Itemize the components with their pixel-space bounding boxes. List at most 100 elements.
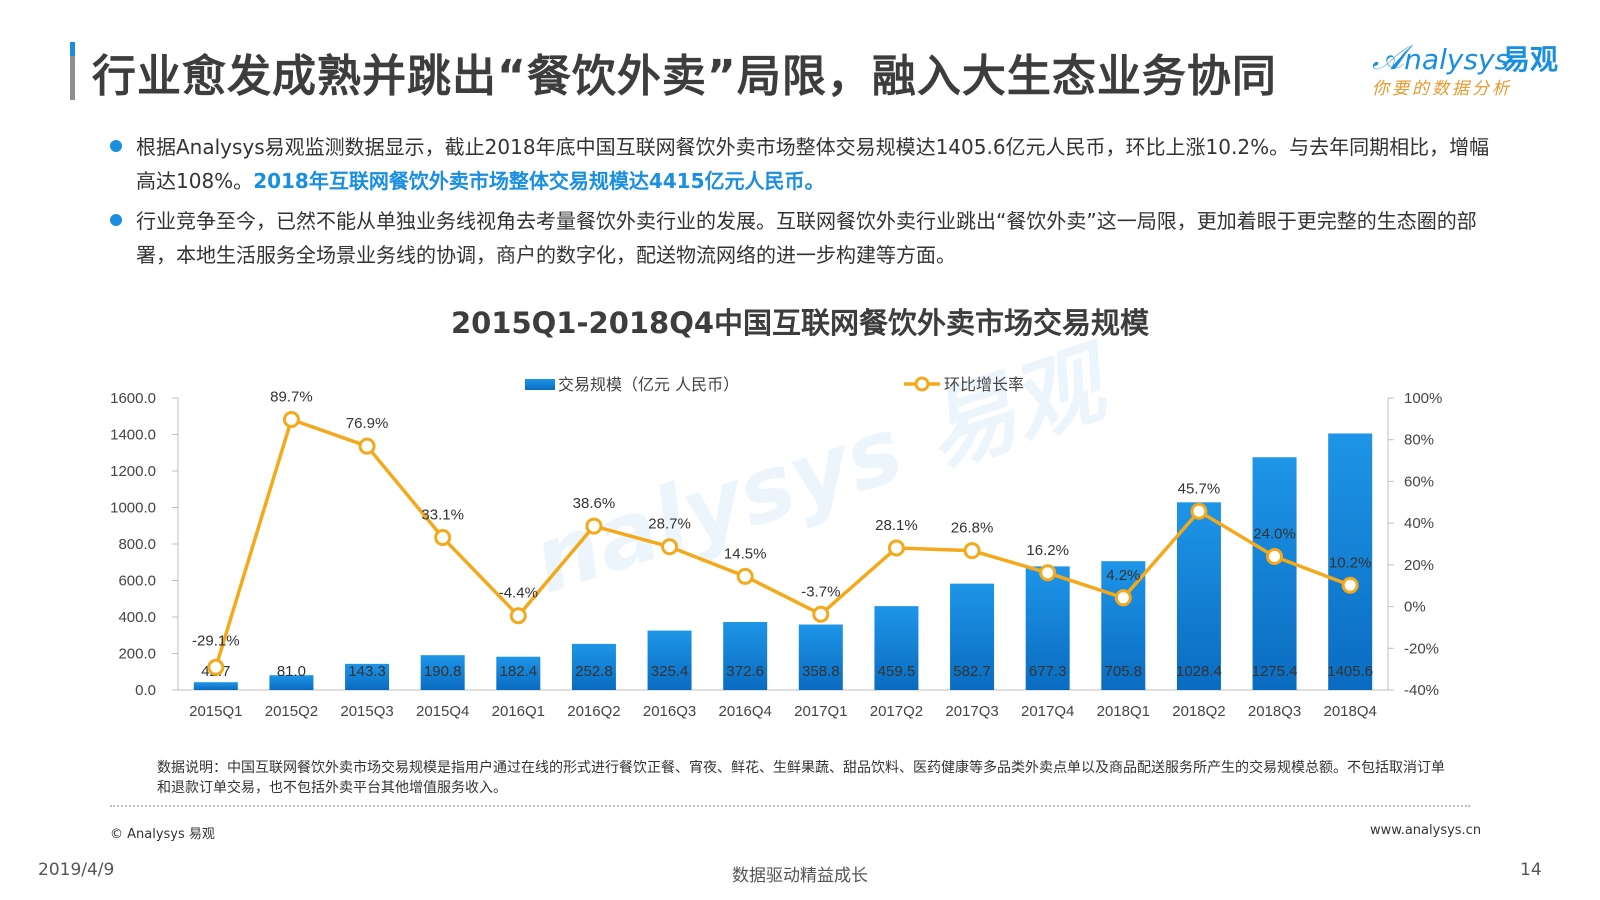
page-number: 14 — [1520, 860, 1542, 880]
legend-bar-label: 交易规模（亿元 人民币） — [558, 375, 739, 394]
growth-rate-point — [812, 605, 830, 623]
bullet-item-1: 根据Analysys易观监测数据显示，截止2018年底中国互联网餐饮外卖市场整体… — [108, 130, 1508, 198]
growth-rate-point — [282, 410, 300, 428]
bar — [193, 682, 238, 690]
analysys-logo: 𝒜nalysys 易观 你要的数据分析 — [1372, 38, 1568, 99]
x-tick-label: 2016Q3 — [643, 703, 696, 720]
bar — [647, 630, 692, 690]
legend-bar-swatch — [525, 379, 555, 390]
growth-rate-point — [1114, 589, 1132, 607]
x-tick-label: 2017Q3 — [945, 703, 998, 720]
x-tick-label: 2018Q1 — [1097, 703, 1150, 720]
bar-value-label: 1028.4 — [1176, 663, 1222, 680]
y-right-tick-label: 40% — [1404, 515, 1434, 532]
logo-slogan: 你要的数据分析 — [1372, 79, 1512, 99]
y-left-tick-label: 800.0 — [118, 536, 156, 553]
y-right-tick-label: 60% — [1404, 473, 1434, 490]
bar-value-label: 143.3 — [348, 663, 386, 680]
bullet-highlight-1: 2018年互联网餐饮外卖市场整体交易规模达4415亿元人民币。 — [253, 169, 825, 193]
bar-value-label: 705.8 — [1105, 663, 1143, 680]
x-tick-label: 2018Q2 — [1172, 703, 1225, 720]
bar — [420, 655, 465, 690]
bar-value-label: 582.7 — [953, 663, 991, 680]
y-left-tick-label: 1000.0 — [110, 500, 156, 517]
growth-rate-point — [207, 658, 225, 676]
growth-rate-label: 14.5% — [724, 545, 767, 562]
legend-line-label: 环比增长率 — [944, 375, 1024, 394]
bar-value-label: 190.8 — [424, 663, 462, 680]
growth-rate-point — [1341, 576, 1359, 594]
growth-rate-line — [214, 417, 1351, 668]
y-left-tick-label: 1200.0 — [110, 463, 156, 480]
bar — [496, 656, 541, 690]
bullet-item-2: 行业竞争至今，已然不能从单独业务线视角去考量餐饮外卖行业的发展。互联网餐饮外卖行… — [108, 204, 1508, 272]
y-left-tick-label: 1600.0 — [110, 390, 156, 407]
x-tick-label: 2015Q2 — [265, 703, 318, 720]
growth-rate-point — [585, 517, 603, 535]
y-right-tick-label: -20% — [1404, 640, 1439, 657]
growth-rate-label: 26.8% — [951, 520, 994, 537]
summary-bullets: 根据Analysys易观监测数据显示，截止2018年底中国互联网餐饮外卖市场整体… — [108, 130, 1508, 278]
bar-value-label: 459.5 — [878, 663, 916, 680]
bar — [269, 675, 314, 690]
bar — [1025, 566, 1070, 690]
growth-rate-label: 28.1% — [875, 517, 918, 534]
combo-chart: 0.0 200.0 400.0 600.0 800.0 1000.0 1200.0 1400.… — [110, 375, 1442, 720]
y-left-tick-label: 600.0 — [118, 573, 156, 590]
bullet-text-2: 行业竞争至今，已然不能从单独业务线视角去考量餐饮外卖行业的发展。互联网餐饮外卖行… — [136, 209, 1477, 267]
growth-rate-point — [1190, 502, 1208, 520]
x-tick-label: 2017Q4 — [1021, 703, 1074, 720]
growth-rate-label: 16.2% — [1026, 542, 1069, 559]
bullet-text-1: 根据Analysys易观监测数据显示，截止2018年底中国互联网餐饮外卖市场整体… — [136, 135, 1490, 193]
growth-rate-label: 24.0% — [1253, 526, 1296, 543]
website-url: www.analysys.cn — [1370, 823, 1482, 838]
growth-rate-point — [1039, 564, 1057, 582]
bar — [1252, 457, 1297, 690]
x-tick-label: 2017Q1 — [794, 703, 847, 720]
bar-value-label: 252.8 — [575, 663, 613, 680]
bar-value-label: 358.8 — [802, 663, 840, 680]
dotted-divider — [110, 805, 1470, 807]
y-left-tick-label: 0.0 — [135, 682, 156, 699]
growth-rate-label: 76.9% — [346, 415, 389, 432]
bar — [1176, 502, 1221, 690]
growth-rate-label: -3.7% — [801, 583, 840, 600]
x-tick-label: 2018Q4 — [1323, 703, 1376, 720]
bar-value-label: 677.3 — [1029, 663, 1067, 680]
y-right-tick-label: -40% — [1404, 682, 1439, 699]
x-tick-label: 2018Q3 — [1248, 703, 1301, 720]
footer-slogan: 数据驱动精益成长 — [732, 866, 868, 886]
growth-rate-label: 4.2% — [1106, 567, 1140, 584]
bar-value-label: 325.4 — [651, 663, 689, 680]
bar — [874, 606, 919, 690]
y-right-tick-label: 100% — [1404, 390, 1442, 407]
x-tick-label: 2016Q1 — [492, 703, 545, 720]
growth-rate-point — [358, 437, 376, 455]
x-tick-label: 2016Q4 — [718, 703, 771, 720]
y-right-tick-label: 20% — [1404, 557, 1434, 574]
growth-rate-point — [661, 538, 679, 556]
growth-rate-label: -4.4% — [499, 585, 538, 602]
growth-rate-point — [887, 539, 905, 557]
bar-value-label: 81.0 — [277, 663, 306, 680]
bullet-dot-icon — [110, 214, 122, 226]
data-note: 数据说明：中国互联网餐饮外卖市场交易规模是指用户通过在线的形式进行餐饮正餐、宵夜… — [157, 760, 1445, 796]
bar — [1328, 433, 1373, 690]
page-title: 行业愈发成熟并跳出“餐饮外卖”局限，融入大生态业务协同 — [92, 51, 1277, 102]
footer-date: 2019/4/9 — [38, 860, 115, 880]
logo-chinese: 易观 — [1502, 43, 1559, 76]
bar — [345, 663, 390, 690]
bar-value-label: 1275.4 — [1252, 663, 1298, 680]
x-tick-label: 2015Q3 — [340, 703, 393, 720]
copyright: © Analysys 易观 — [110, 827, 215, 842]
title-accent-highlight — [70, 42, 75, 56]
y-left-tick-label: 1400.0 — [110, 427, 156, 444]
x-tick-label: 2015Q4 — [416, 703, 469, 720]
growth-rate-label: 10.2% — [1329, 554, 1372, 571]
growth-rate-label: 28.7% — [648, 516, 691, 533]
bar — [798, 624, 843, 690]
y-right-tick-label: 0% — [1404, 599, 1426, 616]
growth-rate-label: 45.7% — [1178, 480, 1221, 497]
bullet-dot-icon — [110, 140, 122, 152]
growth-rate-label: -29.1% — [192, 632, 240, 649]
